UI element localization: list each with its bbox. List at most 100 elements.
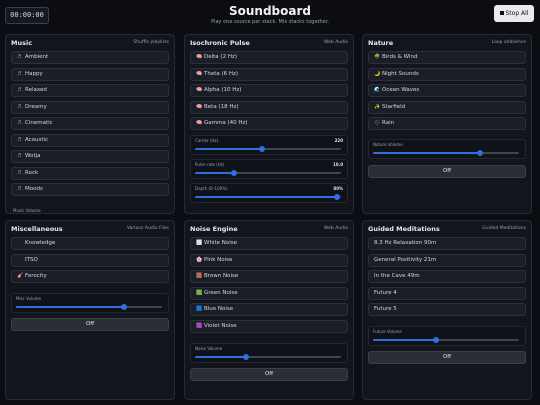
meditations-volume-handle[interactable] [432,337,439,343]
app-subtitle: Play one source per stack. Mix stacks to… [211,19,329,25]
pulse-slider[interactable] [195,170,341,176]
meditations-item-label: Future 4 [374,289,397,296]
music-item[interactable]: ♬ Cinematic [11,117,169,130]
isochronic-item-icon: 🧠 [196,120,203,126]
carrier-slider-handle[interactable] [259,146,266,152]
music-item[interactable]: ♬ Acoustic [11,133,169,147]
noise-item-label: Green Noise [204,289,238,296]
noise-item[interactable]: ⬜ White Noise [190,237,348,250]
isochronic-item-label: Beta (18 Hz) [204,103,239,110]
meditations-volume-slider[interactable] [373,337,519,343]
meditations-item[interactable]: General Positivity 21m [368,253,526,267]
meditations-item[interactable]: Future 4 [368,286,526,300]
meditations-tag: Guided Meditations [482,226,526,231]
misc-item[interactable]: Knowledge [11,237,169,250]
stop-all-button[interactable]: Stop All [494,5,534,22]
noise-item[interactable]: 🟪 Violet Noise [190,319,348,333]
pulse-slider-box: Pulse rate (Hz) 10.0 [190,159,348,179]
noise-item-icon: 🌸 [196,256,203,263]
noise-volume-handle[interactable] [243,354,250,360]
carrier-slider[interactable] [195,146,341,152]
nature-item[interactable]: 🌊 Ocean Waves [368,84,526,97]
isochronic-item[interactable]: 🧠 Beta (18 Hz) [190,100,348,114]
depth-slider-box: Depth (0–100%) 80% [190,183,348,203]
isochronic-panel: Isochronic Pulse Web Audio 🧠 Delta (2 Hz)… [184,34,354,214]
noise-item[interactable]: 🟩 Green Noise [190,286,348,300]
noise-item[interactable]: 🟦 Blue Noise [190,303,348,316]
isochronic-item-label: Alpha (10 Hz) [204,87,242,93]
nature-item[interactable]: 🌙 Night Sounds [368,67,526,81]
music-item-icon: ♬ [17,120,22,126]
noise-item[interactable]: 🟫 Brown Noise [190,270,348,283]
noise-volume-slider[interactable] [195,354,341,360]
music-item-icon: ♬ [17,136,22,143]
music-item-label: Moods [25,186,43,192]
meditations-item[interactable]: In the Cave 49m [368,270,526,283]
music-title: Music [11,39,33,47]
stop-all-label: Stop All [505,10,529,17]
misc-title: Miscellaneous [11,225,63,233]
music-panel: Music Shuffle playlists ♬ Ambient ♬ Happy ♬ R… [5,34,175,214]
nature-item[interactable]: 🌳 Birds & Wind [368,51,526,64]
music-item-label: Relaxed [25,87,47,93]
misc-off-button[interactable]: Off [11,318,169,331]
depth-slider-handle[interactable] [333,194,340,200]
noise-title: Noise Engine [190,225,238,233]
music-item[interactable]: ♬ Dreamy [11,100,169,114]
isochronic-item[interactable]: 🧠 Theta (6 Hz) [190,67,348,81]
session-timer: 00:00:00 [5,7,49,24]
carrier-value: 220 [334,138,343,143]
meditations-item[interactable]: Future 5 [368,303,526,316]
music-tag: Shuffle playlists [133,40,169,45]
misc-item-label: ITSO [25,256,38,263]
noise-item[interactable]: 🌸 Pink Noise [190,253,348,267]
meditations-off-button[interactable]: Off [368,351,526,364]
nature-volume-slider[interactable] [373,150,519,156]
nature-volume-handle[interactable] [476,150,483,156]
pulse-slider-handle[interactable] [231,170,238,176]
stop-icon [499,10,504,15]
pulse-label: Pulse rate (Hz) [195,162,225,167]
nature-item-icon: 🌧 [374,120,381,126]
isochronic-item-label: Theta (6 Hz) [204,70,239,77]
isochronic-item[interactable]: 🧠 Delta (2 Hz) [190,51,348,64]
pulse-value: 10.0 [333,162,343,167]
music-item[interactable]: ♬ Relaxed [11,84,169,97]
music-item[interactable]: ♬ Wotja [11,150,169,163]
app-title: Soundboard [228,4,311,18]
nature-item[interactable]: ✨ Starfield [368,100,526,114]
noise-item-label: Pink Noise [204,256,233,263]
isochronic-item[interactable]: 🧠 Gamma (40 Hz) [190,117,348,130]
nature-item-icon: 🌳 [374,54,381,60]
music-item-icon: ♬ [17,70,22,77]
noise-off-button[interactable]: Off [190,368,348,381]
isochronic-item[interactable]: 🧠 Alpha (10 Hz) [190,84,348,97]
isochronic-item-icon: 🧠 [196,54,203,60]
music-item[interactable]: ♬ Rock [11,166,169,180]
music-volume-label: Music Volume [13,208,41,213]
isochronic-item-icon: 🧠 [196,70,203,77]
music-item[interactable]: ♬ Ambient [11,51,169,64]
nature-item[interactable]: 🌧 Rain [368,117,526,130]
misc-item[interactable]: ITSO [11,253,169,267]
header: 00:00:00 Soundboard Play one source per … [0,0,540,32]
noise-tag: Web Audio [323,226,348,231]
music-item[interactable]: ♬ Moods [11,183,169,196]
nature-item-icon: ✨ [374,103,381,110]
noise-item-icon: 🟪 [196,322,203,329]
misc-volume-handle[interactable] [121,304,128,310]
misc-volume-slider[interactable] [16,304,162,310]
misc-panel: Miscellaneous Various Audio Files Knowle… [5,220,175,400]
music-item-label: Ambient [25,54,49,60]
nature-off-button[interactable]: Off [368,165,526,178]
music-item-label: Acoustic [25,136,49,143]
music-item[interactable]: ♬ Happy [11,67,169,81]
meditations-item[interactable]: 8.3 Hz Relaxation 90m [368,237,526,250]
misc-item[interactable]: 🎸 Ferocity [11,270,169,283]
meditations-volume-label: Future Volume [373,329,402,334]
meditations-item-label: 8.3 Hz Relaxation 90m [374,240,437,246]
noise-item-icon: 🟩 [196,289,203,296]
depth-slider[interactable] [195,194,341,200]
music-item-icon: ♬ [17,103,22,110]
misc-tag: Various Audio Files [126,226,169,231]
